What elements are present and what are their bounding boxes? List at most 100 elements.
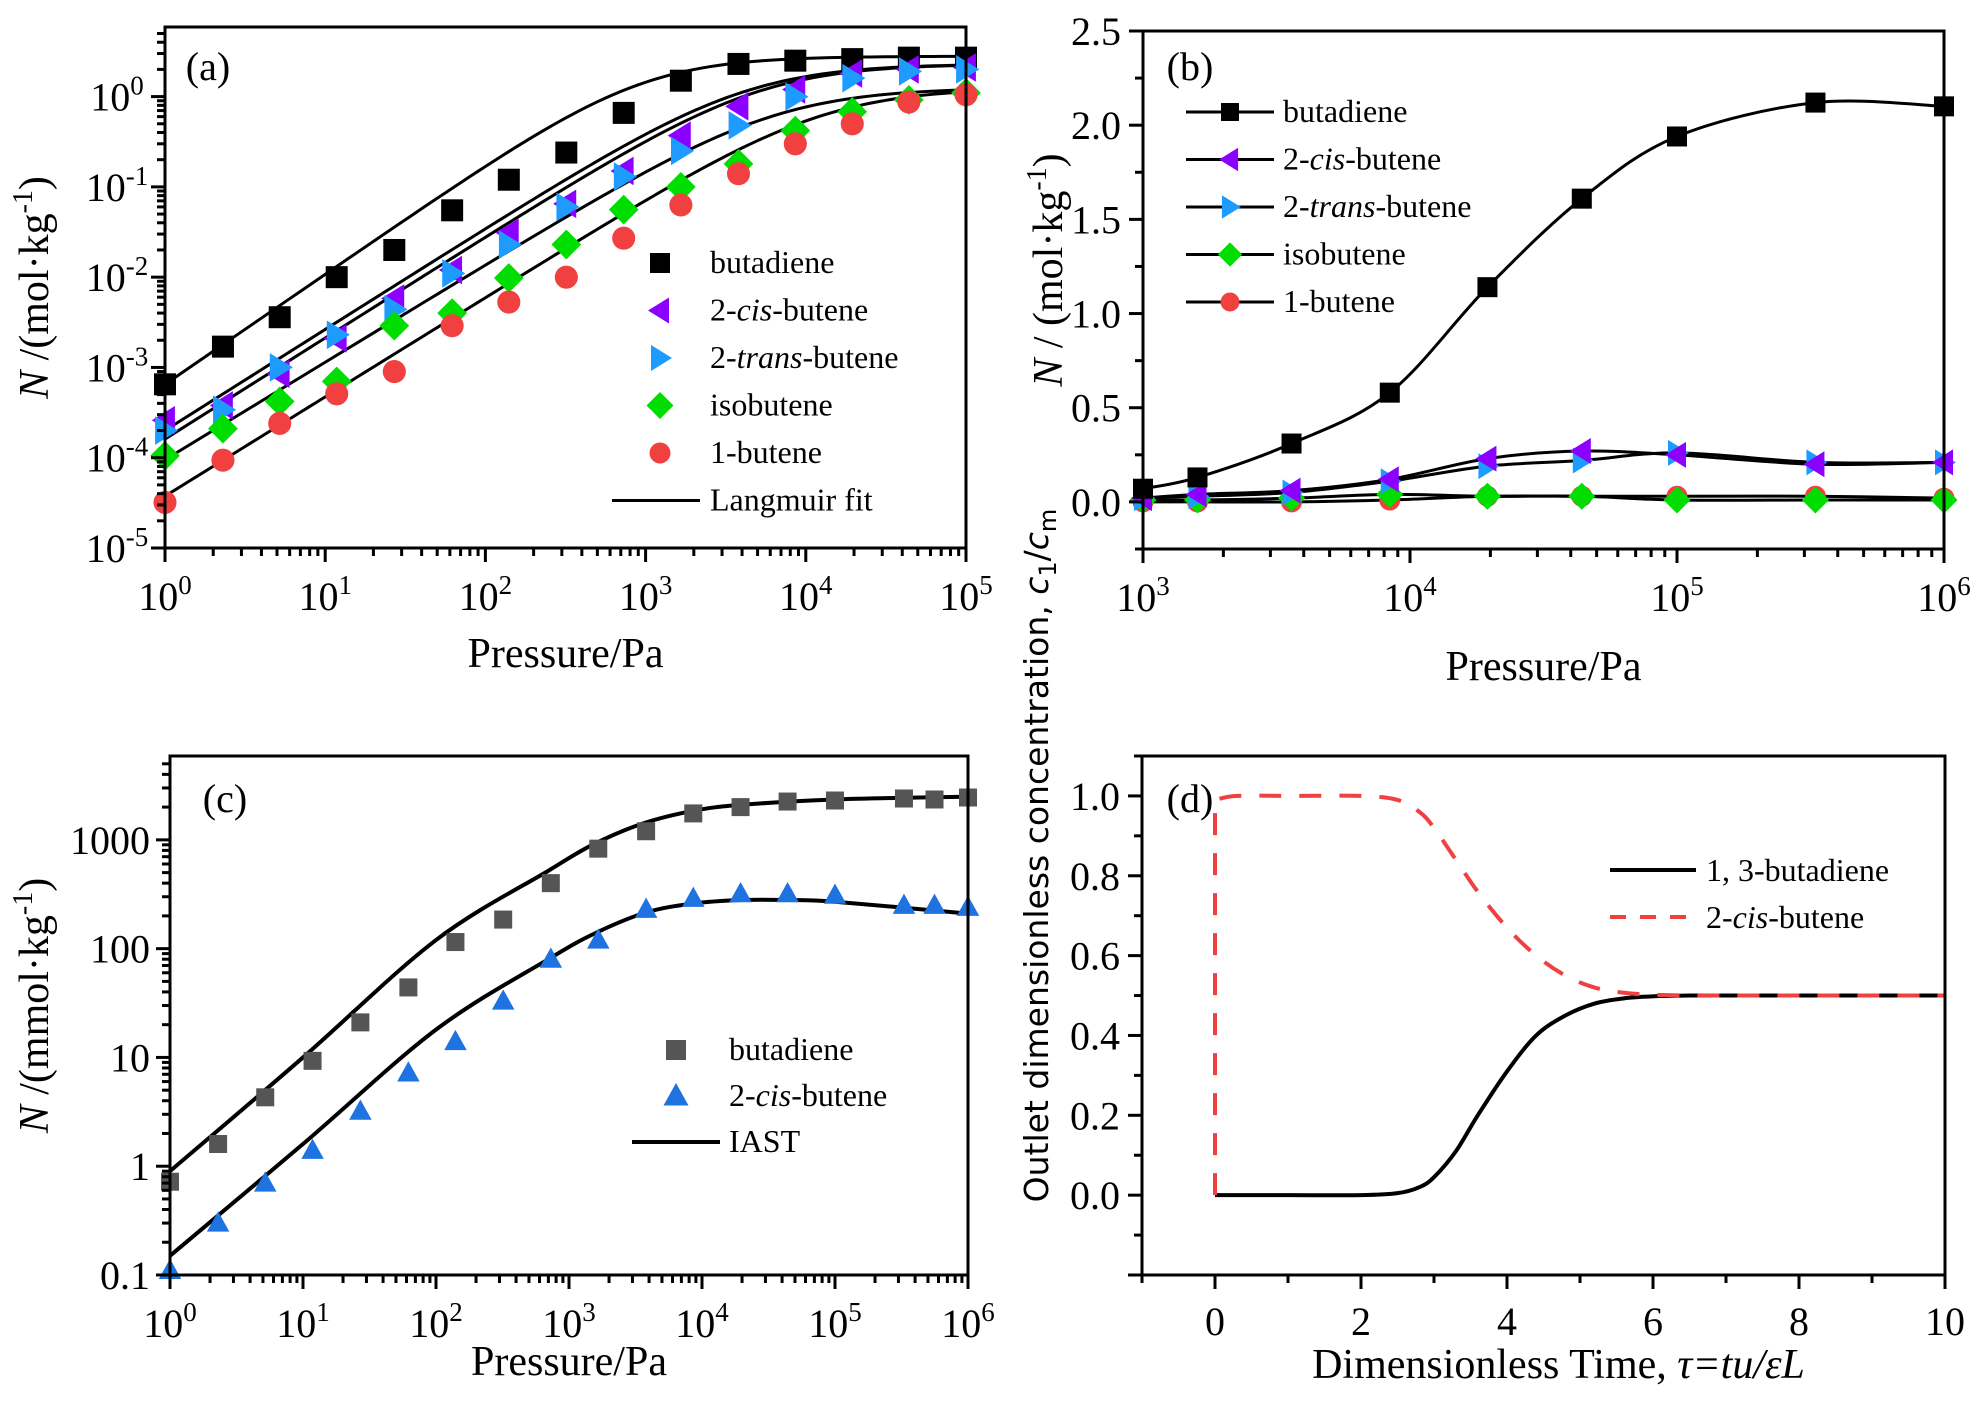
x-tick-label: 100 xyxy=(138,570,192,619)
data-point xyxy=(325,382,349,406)
data-point xyxy=(729,881,752,903)
data-point xyxy=(898,57,923,86)
data-point xyxy=(1477,277,1498,298)
data-point xyxy=(209,1135,228,1154)
y-axis-title: Outlet dimensionless concentration, c1/c… xyxy=(1017,509,1062,1203)
data-point xyxy=(268,411,292,435)
data-point xyxy=(256,1088,275,1107)
y-tick-label: 10 xyxy=(110,1035,150,1080)
legend-label: 2-cis-butene xyxy=(1283,141,1441,177)
x-tick-label: 6 xyxy=(1643,1299,1663,1344)
data-point xyxy=(684,804,703,823)
legend-marker xyxy=(651,345,672,371)
data-point xyxy=(1801,486,1829,514)
data-point xyxy=(213,395,237,425)
legend-marker xyxy=(648,297,669,324)
y-tick-label: 100 xyxy=(90,927,150,972)
data-point xyxy=(301,1138,324,1159)
y-tick-label: 0.8 xyxy=(1070,854,1120,899)
y-tick-label: 0.5 xyxy=(1071,386,1121,431)
data-point xyxy=(669,69,692,92)
data-point xyxy=(666,172,696,202)
x-tick-label: 8 xyxy=(1789,1299,1809,1344)
y-tick-label: 1.0 xyxy=(1070,774,1120,819)
data-point xyxy=(1377,466,1399,493)
panel-label: (c) xyxy=(203,776,247,821)
x-tick-label: 106 xyxy=(1917,571,1971,620)
data-point xyxy=(1185,481,1207,508)
y-tick-label: 0.4 xyxy=(1070,1013,1120,1058)
data-point xyxy=(892,893,916,914)
data-point xyxy=(1568,482,1596,510)
data-point xyxy=(269,353,293,382)
legend-label: 2-trans-butene xyxy=(1283,188,1471,224)
data-point xyxy=(349,1099,372,1120)
data-point xyxy=(321,366,352,397)
data-point xyxy=(784,49,807,72)
data-point xyxy=(555,141,578,164)
data-point xyxy=(155,416,179,445)
plot-frame xyxy=(168,754,970,1277)
x-tick-label: 2 xyxy=(1351,1299,1371,1344)
fit-line xyxy=(164,63,967,441)
x-tick-label: 4 xyxy=(1497,1299,1517,1344)
data-point xyxy=(382,360,406,384)
data-point xyxy=(264,386,295,417)
data-point xyxy=(351,1013,370,1032)
legend-marker xyxy=(1221,195,1241,219)
iast-line xyxy=(168,794,969,1173)
legend-label: butadiene xyxy=(729,1031,853,1067)
legend-marker xyxy=(649,442,671,464)
data-point xyxy=(634,897,658,918)
x-tick-label: 101 xyxy=(298,570,352,619)
legend-label: isobutene xyxy=(710,387,833,423)
x-tick-label: 100 xyxy=(143,1297,197,1346)
legend-label: butadiene xyxy=(710,244,834,280)
x-tick-label: 104 xyxy=(675,1297,729,1346)
data-point xyxy=(785,82,809,111)
data-point xyxy=(211,448,235,472)
panel-d: 0 2 4 6 8 10 0.0 0.2 0.4 0.6 0.8 1.0 (d) Dimensionles… xyxy=(1017,509,1965,1388)
data-point xyxy=(399,978,418,997)
series-line-cis-butene xyxy=(1213,793,1945,1196)
plot-frame xyxy=(163,25,968,550)
data-point xyxy=(379,310,410,341)
data-point xyxy=(1571,188,1592,209)
data-point xyxy=(589,839,608,858)
legend-marker xyxy=(666,1040,686,1060)
y-tick-label: 1000 xyxy=(70,818,150,863)
data-point xyxy=(440,314,464,338)
y-tick-label: 10-4 xyxy=(86,432,149,481)
legend-marker xyxy=(650,253,670,273)
data-point xyxy=(208,413,238,444)
data-point xyxy=(554,265,578,289)
legend-label: 1-butene xyxy=(710,434,822,470)
data-point xyxy=(497,290,521,314)
data-point xyxy=(1569,438,1591,465)
data-point xyxy=(1667,126,1687,147)
data-point xyxy=(1473,482,1501,510)
data-point xyxy=(1665,441,1686,468)
data-point xyxy=(923,893,946,914)
data-point xyxy=(840,112,864,136)
legend-marker xyxy=(1217,242,1243,267)
data-point xyxy=(612,101,635,124)
data-point xyxy=(731,798,750,817)
data-point xyxy=(383,238,406,261)
data-point xyxy=(587,928,610,949)
data-point xyxy=(303,1051,322,1070)
legend-label: 2-cis-butene xyxy=(710,292,868,328)
data-point xyxy=(613,162,637,191)
x-axis-title: Pressure/Pa xyxy=(471,1339,667,1385)
x-tick-label: 105 xyxy=(939,570,993,619)
data-point xyxy=(1281,433,1302,454)
x-tick-label: 105 xyxy=(1650,571,1704,620)
data-point xyxy=(783,132,807,156)
x-tick-label: 105 xyxy=(808,1297,862,1346)
data-point xyxy=(826,791,844,810)
data-point xyxy=(498,230,523,259)
x-axis-title: Pressure/Pa xyxy=(468,631,664,677)
data-point xyxy=(728,111,752,140)
data-point xyxy=(493,263,524,293)
y-tick-label: 0.2 xyxy=(1070,1093,1120,1138)
